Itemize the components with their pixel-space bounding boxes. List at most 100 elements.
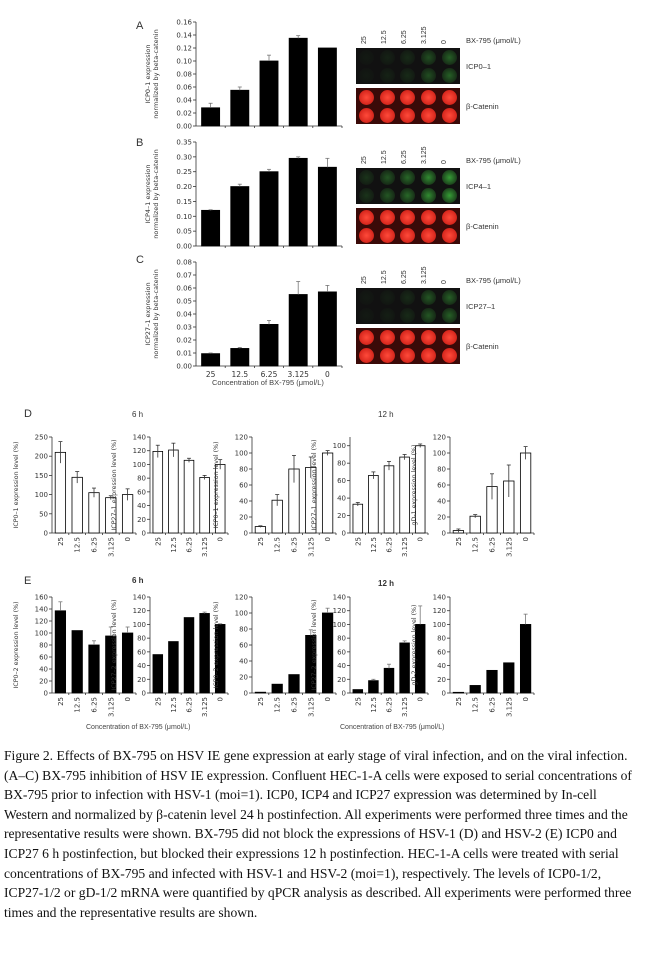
x-tick-label: 12.5 <box>274 697 282 713</box>
y-tick-label: 80 <box>39 642 48 650</box>
x-tick-label: 6.25 <box>91 537 99 553</box>
bar <box>152 450 164 534</box>
x-tick-label: 3.125 <box>401 537 409 557</box>
y-tick-label: 0.30 <box>176 153 192 161</box>
x-tick-label: 25 <box>354 697 362 706</box>
y-tick-label: 60 <box>437 648 446 656</box>
y-tick-label: 60 <box>239 642 248 650</box>
y-tick-label: 0 <box>244 530 248 538</box>
bar <box>399 642 410 694</box>
bar-chart-c: 0.00 0.01 0.02 0.03 0.04 0.05 0.06 0.07 0.08 ICP2… <box>144 259 343 379</box>
x-axis-title-e-left: Concentration of BX-795 (μmol/L) <box>86 724 191 731</box>
x-tick-label: 6.25 <box>186 697 194 713</box>
bar <box>317 47 337 127</box>
y-axis-label: ICP0–1 expressionnormalized by beta-cate… <box>144 29 160 118</box>
x-tick-label: 3.125 <box>307 537 315 557</box>
bar <box>201 353 221 367</box>
y-tick-label: 60 <box>239 482 248 490</box>
y-tick-label: 150 <box>35 472 48 480</box>
bar <box>199 613 210 694</box>
y-tick-label: 80 <box>137 475 146 483</box>
bar-chart-e3: 0 20 40 60 80 100 120 ICP0–2 expression level (… <box>213 594 337 717</box>
y-tick-label: 0 <box>442 690 446 698</box>
x-tick-label: 25 <box>57 697 65 706</box>
y-axis-label: ICP27–2 expression level (%) <box>311 599 318 690</box>
x-tick-label: 3.125 <box>307 697 315 717</box>
x-tick-label: 12.5 <box>370 537 378 553</box>
bar <box>254 691 267 694</box>
lane-label: 0 <box>441 40 448 44</box>
timepoint-d-12h: 12 h <box>378 410 394 419</box>
y-tick-label: 40 <box>437 662 446 670</box>
y-tick-label: 0.12 <box>176 45 192 53</box>
concentration-label: BX-795 (μmol/L) <box>466 276 521 285</box>
bar <box>168 449 179 534</box>
y-tick-label: 20 <box>239 674 248 682</box>
bar <box>352 503 364 534</box>
bar-chart-b: 0.00 0.05 0.10 0.15 0.20 0.25 0.30 0.35 ICP4–1 e… <box>144 139 343 251</box>
y-tick-label: 20 <box>437 676 446 684</box>
bar-chart-e2: 0 20 40 60 80 100 120 140 ICP27–2 expression lev… <box>111 594 229 717</box>
x-tick-label: 6.25 <box>261 370 278 379</box>
y-tick-label: 200 <box>35 453 48 461</box>
bar <box>259 60 279 127</box>
bar <box>469 515 481 534</box>
x-tick-label: 25 <box>57 537 65 546</box>
bar <box>519 452 532 534</box>
y-tick-label: 40 <box>137 662 146 670</box>
lane-label: 3.125 <box>421 146 428 164</box>
y-tick-label: 140 <box>133 434 146 442</box>
bar <box>288 674 300 694</box>
y-tick-label: 0.00 <box>176 243 192 251</box>
bar <box>288 294 308 367</box>
bar <box>352 689 364 694</box>
x-tick-label: 25 <box>154 537 162 546</box>
x-tick-label: 0 <box>324 537 332 541</box>
y-axis-label: ICP27–1 expression level (%) <box>111 439 118 530</box>
bar <box>230 186 250 247</box>
y-tick-label: 100 <box>235 610 248 618</box>
y-axis-label: ICP0–1 expression level (%) <box>13 441 20 528</box>
bar <box>288 157 308 247</box>
x-tick-label: 12.5 <box>370 697 378 713</box>
y-tick-label: 100 <box>433 621 446 629</box>
x-tick-label: 3.125 <box>107 697 115 717</box>
x-tick-label: 0 <box>217 537 225 541</box>
lane-label: 0 <box>441 160 448 164</box>
x-tick-label: 3.125 <box>505 537 513 557</box>
x-tick-label: 0 <box>325 370 330 379</box>
lane-label: 3.125 <box>421 266 428 284</box>
concentration-label: BX-795 (μmol/L) <box>466 36 521 45</box>
y-tick-label: 0.01 <box>176 350 192 358</box>
y-tick-label: 120 <box>133 607 146 615</box>
y-axis-label: ICP0–2 expression level (%) <box>13 601 20 688</box>
x-tick-label: 12.5 <box>170 697 178 713</box>
lane-label: 12.5 <box>381 30 388 44</box>
y-tick-label: 20 <box>337 512 346 520</box>
bar <box>452 691 465 694</box>
x-axis-title-abc: Concentration of BX-795 (μmol/L) <box>212 378 324 387</box>
lane-labels: 25 12.5 6.25 3.125 0 <box>356 138 460 164</box>
control-blot-image <box>356 208 460 244</box>
y-tick-label: 0 <box>44 690 48 698</box>
y-tick-label: 120 <box>433 607 446 615</box>
y-tick-label: 0.05 <box>176 228 192 236</box>
x-tick-label: 12.5 <box>170 537 178 553</box>
bar-chart-e4: 0 20 40 60 80 100 120 140 ICP27–2 expression lev… <box>311 594 429 717</box>
y-tick-label: 40 <box>337 662 346 670</box>
y-tick-label: 0.20 <box>176 183 192 191</box>
y-tick-label: 40 <box>337 495 346 503</box>
y-tick-label: 140 <box>433 594 446 602</box>
bar <box>88 492 100 534</box>
bar <box>317 166 337 247</box>
lane-label: 6.25 <box>401 270 408 284</box>
y-tick-label: 0 <box>44 530 48 538</box>
target-label: ICP27–1 <box>466 302 496 311</box>
x-tick-label: 25 <box>154 697 162 706</box>
y-axis-label: ICP27–1 expression level (%) <box>311 439 318 530</box>
x-tick-label: 3.125 <box>107 537 115 557</box>
y-tick-label: 40 <box>239 658 248 666</box>
y-tick-label: 0.08 <box>176 259 192 267</box>
bar <box>183 617 195 694</box>
